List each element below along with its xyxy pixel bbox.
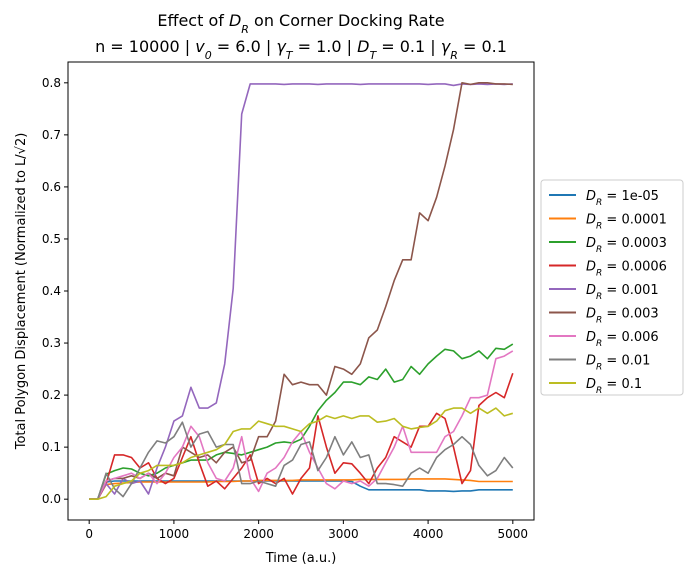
legend-label: DR = 0.0001 xyxy=(586,213,667,232)
legend-items: DR = 1e-05 DR = 0.0001 DR = 0.0003 DR = 0.0… xyxy=(549,189,667,396)
y-tick-label: 0.0 xyxy=(42,492,61,506)
y-axis-label: Total Polygon Displacement (Normalized t… xyxy=(14,133,29,451)
x-tick-label: 3000 xyxy=(328,527,359,541)
plot-frame xyxy=(67,61,535,521)
legend: DR = 1e-05 DR = 0.0001 DR = 0.0003 DR = 0.0… xyxy=(540,179,684,396)
legend-label: DR = 0.001 xyxy=(586,283,659,302)
legend-box xyxy=(540,179,684,396)
legend-label: DR = 0.003 xyxy=(586,307,659,326)
chart-title-line1: Effect of DR on Corner Docking Rate xyxy=(157,11,444,36)
x-tick-label: 2000 xyxy=(243,527,274,541)
legend-label: DR = 1e-05 xyxy=(586,189,659,208)
legend-label: DR = 0.0006 xyxy=(586,260,667,279)
chart-title-line2: n = 10000 | v0 = 6.0 | γT = 1.0 | DT = 0… xyxy=(95,37,507,62)
legend-label: DR = 0.0003 xyxy=(586,236,667,255)
y-axis-ticks: 0.0 0.1 0.2 0.3 0.4 0.5 0.6 0.7 0.8 xyxy=(42,76,68,506)
series-line-7 xyxy=(89,421,514,501)
legend-label: DR = 0.006 xyxy=(586,330,659,349)
series-line-2 xyxy=(89,343,514,501)
y-tick-label: 0.5 xyxy=(42,232,61,246)
legend-label: DR = 0.1 xyxy=(586,377,642,396)
series-line-5 xyxy=(89,82,513,501)
series-line-0 xyxy=(89,480,513,501)
x-tick-label: 5000 xyxy=(498,527,529,541)
y-tick-label: 0.3 xyxy=(42,336,61,350)
y-tick-label: 0.7 xyxy=(42,128,61,142)
series-line-6 xyxy=(89,350,514,501)
y-tick-label: 0.8 xyxy=(42,76,61,90)
y-tick-label: 0.1 xyxy=(42,440,61,454)
legend-label: DR = 0.01 xyxy=(586,354,650,373)
series-line-8 xyxy=(89,407,514,501)
y-tick-label: 0.2 xyxy=(42,388,61,402)
y-tick-label: 0.6 xyxy=(42,180,61,194)
series-line-4 xyxy=(89,83,513,501)
x-axis-ticks: 0 1000 2000 3000 4000 5000 xyxy=(85,520,528,541)
x-tick-label: 1000 xyxy=(159,527,190,541)
plot-area: 0 1000 2000 3000 4000 5000 0.0 0.1 0.2 0.3 0.4 0.5… xyxy=(42,61,535,541)
x-axis-label: Time (a.u.) xyxy=(265,551,337,566)
series-layer xyxy=(89,82,514,501)
x-tick-label: 4000 xyxy=(413,527,444,541)
x-tick-label: 0 xyxy=(85,527,93,541)
y-tick-label: 0.4 xyxy=(42,284,61,298)
